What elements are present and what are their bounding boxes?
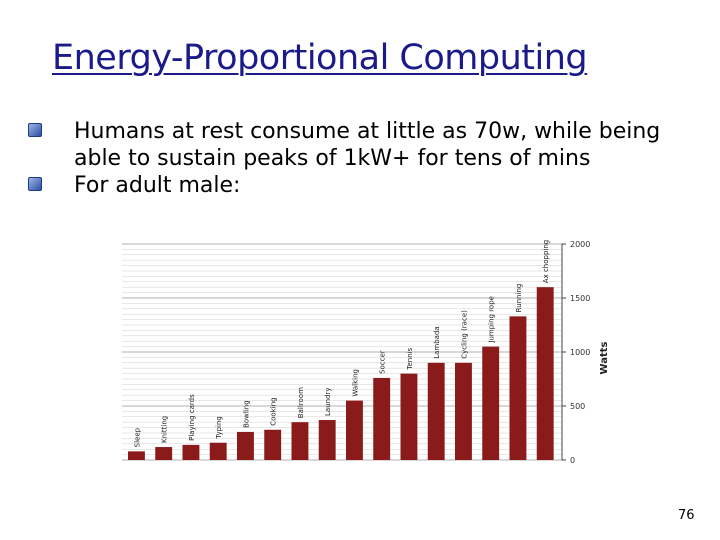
- slide-title: Energy-Proportional Computing: [52, 38, 588, 78]
- bar-category-label: Laundry: [324, 388, 332, 417]
- y-tick-label: 0: [570, 456, 575, 465]
- bar-category-label: Knitting: [161, 416, 169, 443]
- power-bar-chart: 0 500 1000 1500 2000 Watts Sleep Knitting Playin…: [122, 240, 610, 465]
- bar-category-label: Typing: [215, 416, 223, 440]
- bar: [427, 362, 445, 460]
- bar: [209, 442, 227, 460]
- bar-category-label: Playing cards: [188, 394, 196, 441]
- bar: [455, 362, 472, 460]
- bar: [264, 429, 282, 460]
- bar-category-label: Cycling (race): [460, 310, 468, 359]
- bar: [536, 287, 554, 460]
- bar: [128, 451, 145, 460]
- y-tick-label: 2000: [570, 240, 590, 249]
- bar-category-label: Lambada: [433, 326, 441, 358]
- y-tick-label: 1000: [570, 348, 590, 357]
- bar-category-label: Bowling: [242, 400, 250, 428]
- y-tick-label: 1500: [570, 294, 590, 303]
- bar: [237, 431, 254, 460]
- bar: [373, 377, 391, 460]
- bar-category-label: Ax chopping: [542, 240, 550, 283]
- bullet-text: For adult male:: [74, 173, 241, 198]
- bar-category-label: Jumping rope: [488, 296, 496, 344]
- bar-category-label: Running: [515, 284, 523, 313]
- page-number: 76: [678, 508, 695, 523]
- bullet-box-icon: [28, 177, 42, 191]
- bar: [346, 400, 363, 460]
- bar: [482, 346, 500, 460]
- y-tick-label: 500: [570, 402, 585, 411]
- bullet-box-icon: [28, 123, 42, 137]
- bar-category-label: Soccer: [379, 350, 387, 374]
- bar: [400, 373, 418, 460]
- bar-category-label: Tennis: [406, 347, 414, 370]
- bar-category-label: Walking: [351, 369, 359, 397]
- bullet-list: Humans at rest consume at little as 70w,…: [28, 118, 688, 199]
- bullet-item: Humans at rest consume at little as 70w,…: [28, 118, 688, 172]
- y-axis-title: Watts: [599, 341, 610, 374]
- bar-category-label: Cooking: [270, 397, 278, 425]
- bar: [318, 420, 336, 460]
- bullet-item: For adult male:: [28, 172, 688, 199]
- bar: [155, 447, 173, 460]
- bar: [509, 316, 527, 460]
- bar-category-label: Sleep: [133, 427, 141, 447]
- bar: [291, 422, 309, 460]
- bar: [182, 444, 200, 460]
- bar-category-label: Ballroom: [297, 387, 305, 418]
- bullet-text: Humans at rest consume at little as 70w,…: [74, 119, 661, 171]
